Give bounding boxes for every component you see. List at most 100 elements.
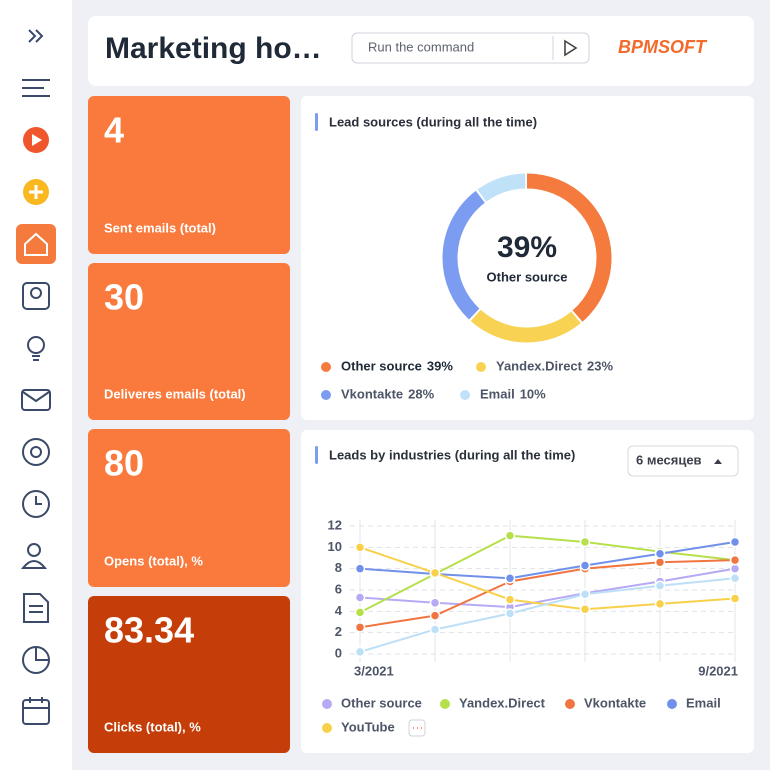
target-icon[interactable] <box>22 438 50 466</box>
title-accent <box>315 113 318 131</box>
y-tick-label: 8 <box>335 560 342 575</box>
donut-card <box>301 96 754 420</box>
contacts-icon[interactable] <box>22 282 50 310</box>
series-point <box>504 530 516 541</box>
period-dropdown[interactable] <box>627 445 739 477</box>
series-line <box>359 534 736 614</box>
series-point <box>429 610 441 621</box>
page-title: Marketing ho… <box>105 32 322 65</box>
donut-segment <box>442 173 612 343</box>
series-point <box>354 542 366 553</box>
clock-icon[interactable] <box>22 490 50 518</box>
kpi-label: Opens (total), % <box>104 553 203 568</box>
series-line <box>359 577 736 653</box>
legend-label: Other source <box>341 695 422 710</box>
kpi-card <box>88 596 290 753</box>
legend-swatch <box>322 723 332 733</box>
legend-label: Vkontakte <box>584 695 646 710</box>
series-point <box>354 563 366 574</box>
period-label: 6 месяцев <box>636 452 702 467</box>
legend-label: Yandex.Direct <box>496 358 583 373</box>
legend-swatch <box>460 390 470 400</box>
donut-center-value: 39% <box>497 231 557 264</box>
sidebar-icons <box>16 29 56 725</box>
series-line <box>359 541 736 580</box>
kpi-label: Clicks (total), % <box>104 719 201 734</box>
ideas-icon-base <box>32 355 40 361</box>
line-card <box>301 430 754 753</box>
series-point <box>354 592 366 603</box>
legend-label: Email <box>686 695 721 710</box>
series-point <box>504 594 516 605</box>
logo: BPMSOFT <box>618 37 708 57</box>
kpi-value: 4 <box>104 110 124 151</box>
legend-label: Yandex.Direct <box>459 695 546 710</box>
series-point <box>504 573 516 584</box>
legend-label: YouTube <box>341 719 395 734</box>
series-point <box>429 624 441 635</box>
legend-value: 10% <box>520 386 546 401</box>
contacts-icon-head <box>30 287 42 299</box>
legend-label: Email <box>480 386 515 401</box>
legend-swatch <box>321 390 331 400</box>
series-point <box>729 536 741 548</box>
command-run[interactable] <box>564 39 578 57</box>
kpi-label: Sent emails (total) <box>104 220 216 235</box>
home-icon <box>24 232 48 256</box>
dropdown-caret <box>714 459 722 464</box>
mail-icon-flap <box>22 391 50 403</box>
legend-swatch <box>440 699 450 709</box>
kpi-value: 30 <box>104 277 144 318</box>
x-tick-label: 9/2021 <box>698 663 738 678</box>
legend-swatch <box>476 362 486 372</box>
x-tick-label: 3/2021 <box>354 663 394 678</box>
ideas-icon[interactable] <box>27 336 45 354</box>
legend-value: 28% <box>408 386 434 401</box>
command-input[interactable] <box>351 32 590 64</box>
series-point <box>354 646 366 658</box>
legend-swatch <box>667 699 677 709</box>
series-point <box>654 580 666 591</box>
series-point <box>729 573 741 584</box>
calendar-icon[interactable] <box>22 699 50 725</box>
legend-value: 23% <box>587 358 613 373</box>
kpi-value: 80 <box>104 443 144 484</box>
target-icon-inner <box>30 446 42 458</box>
series-point <box>579 560 591 571</box>
docs-icon[interactable] <box>23 593 49 623</box>
legend-swatch <box>321 362 331 372</box>
legend-swatch <box>565 699 575 709</box>
series-point <box>354 607 366 618</box>
reports-icon-slice <box>35 647 49 661</box>
kpi-card <box>88 429 290 587</box>
legend-label: Vkontakte <box>341 386 403 401</box>
series-point <box>504 608 516 619</box>
title-accent <box>315 446 318 464</box>
mail-icon[interactable] <box>21 389 51 411</box>
command-placeholder: Run the command <box>368 39 474 54</box>
series-point <box>654 548 666 559</box>
kpi-value: 83.34 <box>104 610 194 651</box>
donut-segment <box>442 173 612 343</box>
y-tick-label: 12 <box>328 517 342 532</box>
legend-swatch <box>322 699 332 709</box>
kpi-label: Deliveres emails (total) <box>104 386 246 401</box>
chart-title: Leads by industries (during all the time… <box>329 447 575 462</box>
series-point <box>579 536 591 548</box>
series-point <box>729 554 741 566</box>
series-point <box>579 603 591 615</box>
series-point <box>729 593 741 604</box>
users-icon[interactable] <box>27 543 41 557</box>
menu-icon[interactable] <box>22 79 50 97</box>
series-point <box>429 567 441 579</box>
run-icon-play <box>32 134 42 146</box>
home-button[interactable] <box>16 224 56 264</box>
donut-segment <box>442 173 612 343</box>
y-tick-label: 0 <box>335 645 342 660</box>
expand-icon[interactable] <box>28 29 44 43</box>
y-tick-label: 2 <box>335 624 342 639</box>
add-icon-plus <box>29 185 43 199</box>
series-point <box>654 598 666 610</box>
series-point <box>354 622 366 633</box>
